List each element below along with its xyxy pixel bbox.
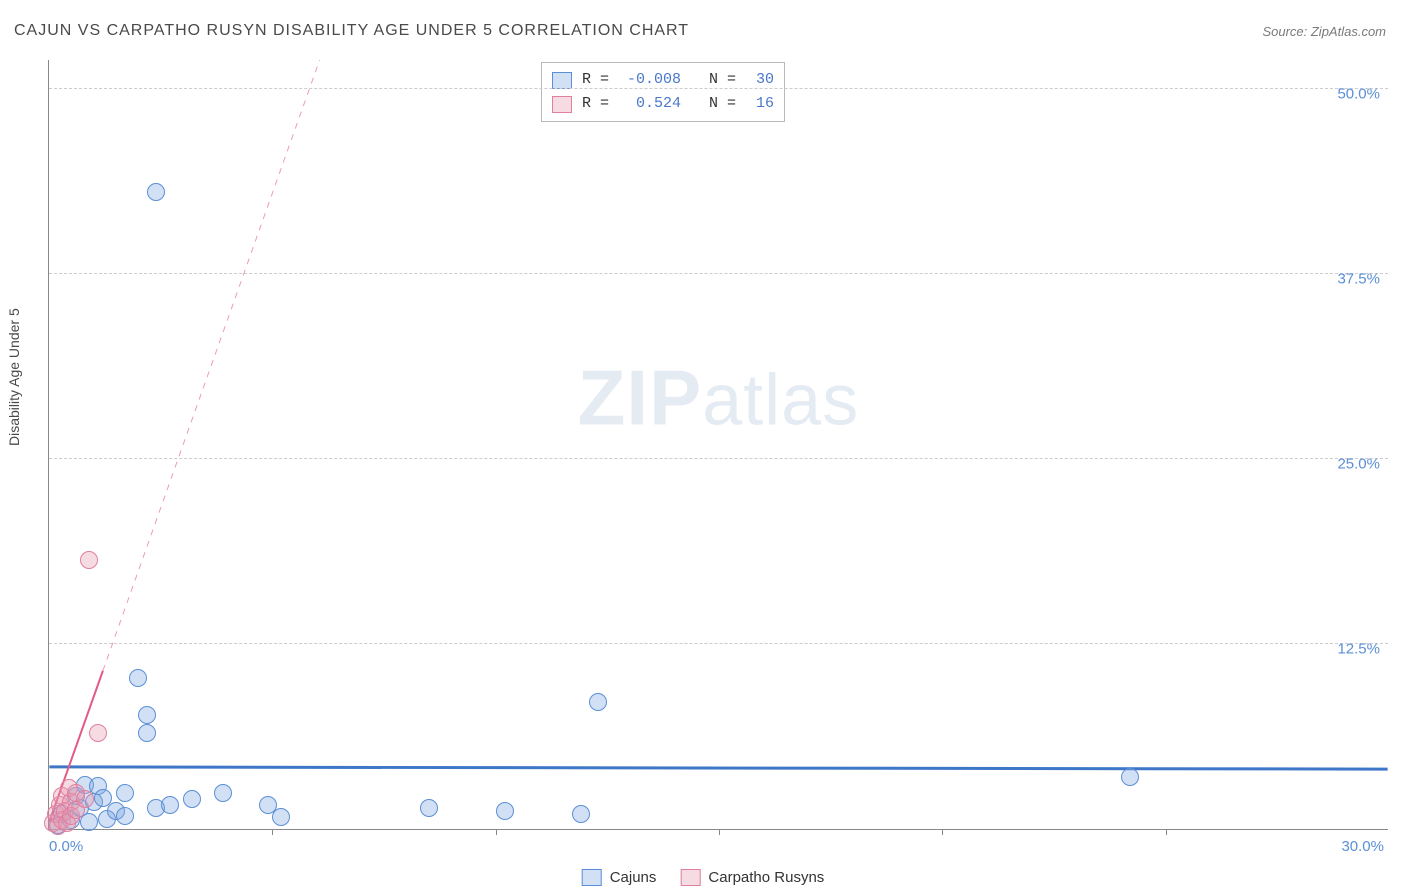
data-point bbox=[589, 693, 607, 711]
watermark: ZIPatlas bbox=[578, 353, 859, 444]
x-tick bbox=[719, 829, 720, 835]
gridline bbox=[49, 458, 1388, 459]
stat-n-label: N = bbox=[691, 92, 736, 116]
y-tick-label: 37.5% bbox=[1337, 270, 1380, 287]
gridline bbox=[49, 88, 1388, 89]
data-point bbox=[147, 183, 165, 201]
data-point bbox=[183, 790, 201, 808]
chart-title: CAJUN VS CARPATHO RUSYN DISABILITY AGE U… bbox=[14, 22, 689, 40]
y-tick-label: 25.0% bbox=[1337, 455, 1380, 472]
gridline bbox=[49, 273, 1388, 274]
stat-row: R = 0.524 N = 16 bbox=[552, 92, 774, 116]
data-point bbox=[138, 706, 156, 724]
data-point bbox=[161, 796, 179, 814]
x-tick bbox=[1166, 829, 1167, 835]
data-point bbox=[116, 784, 134, 802]
legend-swatch bbox=[552, 96, 572, 113]
legend-label: Cajuns bbox=[610, 869, 657, 886]
gridline bbox=[49, 643, 1388, 644]
trend-line-solid bbox=[49, 767, 1387, 769]
y-axis-title: Disability Age Under 5 bbox=[6, 308, 22, 446]
data-point bbox=[572, 805, 590, 823]
data-point bbox=[89, 724, 107, 742]
legend-swatch bbox=[552, 72, 572, 89]
y-tick-label: 50.0% bbox=[1337, 85, 1380, 102]
x-tick bbox=[272, 829, 273, 835]
bottom-legend: Cajuns Carpatho Rusyns bbox=[582, 869, 825, 886]
plot-area: ZIPatlas R = -0.008 N = 30R = 0.524 N = … bbox=[48, 60, 1388, 830]
legend-item: Cajuns bbox=[582, 869, 657, 886]
data-point bbox=[76, 790, 94, 808]
watermark-rest: atlas bbox=[702, 361, 859, 441]
legend-swatch bbox=[582, 869, 602, 886]
data-point bbox=[496, 802, 514, 820]
stat-r-value: 0.524 bbox=[619, 92, 681, 116]
stat-r-label: R = bbox=[582, 92, 609, 116]
data-point bbox=[272, 808, 290, 826]
x-tick bbox=[942, 829, 943, 835]
data-point bbox=[80, 551, 98, 569]
data-point bbox=[1121, 768, 1139, 786]
data-point bbox=[129, 669, 147, 687]
trend-lines bbox=[49, 60, 1388, 829]
y-tick-label: 12.5% bbox=[1337, 640, 1380, 657]
stat-n-value: 16 bbox=[746, 92, 774, 116]
source-label: Source: ZipAtlas.com bbox=[1262, 24, 1386, 39]
legend-swatch bbox=[680, 869, 700, 886]
legend-label: Carpatho Rusyns bbox=[708, 869, 824, 886]
data-point bbox=[214, 784, 232, 802]
trend-line-dashed bbox=[103, 60, 320, 671]
watermark-bold: ZIP bbox=[578, 354, 702, 442]
data-point bbox=[420, 799, 438, 817]
x-tick bbox=[496, 829, 497, 835]
data-point bbox=[116, 807, 134, 825]
correlation-stat-box: R = -0.008 N = 30R = 0.524 N = 16 bbox=[541, 62, 785, 122]
data-point bbox=[138, 724, 156, 742]
x-max-label: 30.0% bbox=[1341, 838, 1384, 855]
x-origin-label: 0.0% bbox=[49, 838, 83, 855]
legend-item: Carpatho Rusyns bbox=[680, 869, 824, 886]
